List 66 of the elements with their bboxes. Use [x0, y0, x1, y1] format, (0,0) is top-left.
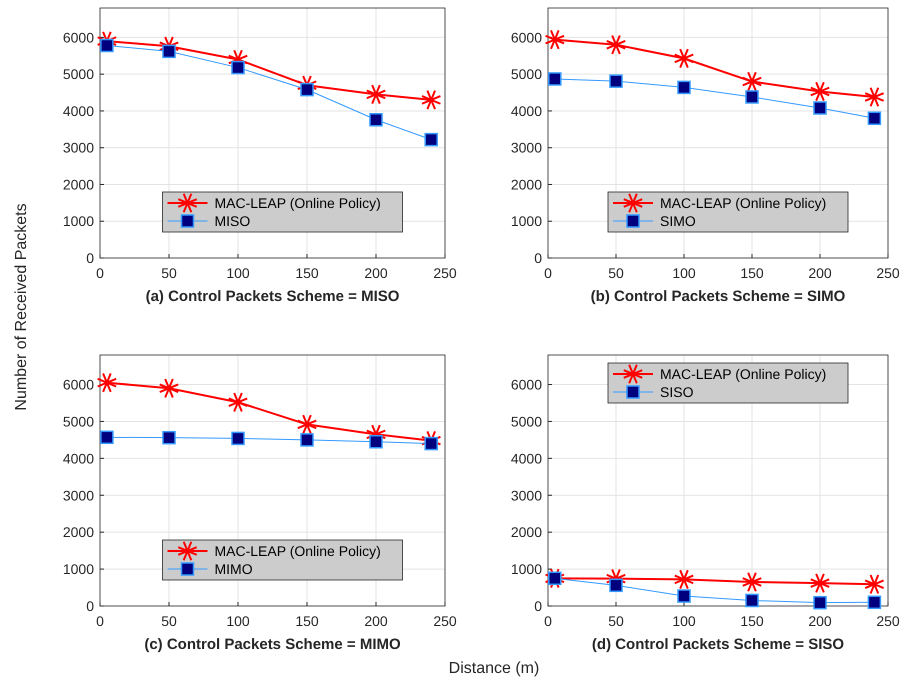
- y-tick-label: 5000: [510, 413, 542, 430]
- x-tick-label: 50: [608, 613, 624, 629]
- x-tick-label: 150: [740, 265, 764, 281]
- x-tick-label: 200: [808, 613, 832, 629]
- legend-label: MAC-LEAP (Online Policy): [660, 195, 826, 211]
- y-tick-label: 0: [86, 598, 94, 614]
- legend-label: MAC-LEAP (Online Policy): [660, 366, 826, 382]
- y-tick-label: 3000: [62, 487, 94, 504]
- y-tick-label: 2000: [510, 524, 542, 540]
- y-tick-label: 4000: [62, 102, 94, 119]
- y-tick-label: 1000: [62, 561, 94, 578]
- x-tick-label: 200: [808, 265, 832, 281]
- x-tick-label: 150: [295, 613, 319, 629]
- y-tick-label: 5000: [510, 66, 542, 82]
- legend-label: MISO: [214, 213, 250, 229]
- x-tick-label: 100: [672, 265, 696, 281]
- x-tick-label: 50: [608, 265, 624, 281]
- x-tick-label: 50: [161, 613, 177, 629]
- text: (d) Control Packets Scheme = SISO: [592, 636, 844, 653]
- x-tick-label: 0: [96, 613, 104, 629]
- text: (a) Control Packets Scheme = MISO: [146, 288, 400, 305]
- legend-label: MIMO: [214, 561, 253, 577]
- x-tick-label: 200: [364, 265, 388, 281]
- text: (c) Control Packets Scheme = MIMO: [144, 636, 401, 653]
- y-tick-label: 1000: [62, 213, 94, 230]
- x-tick-label: 250: [433, 613, 457, 629]
- x-tick-label: 150: [740, 613, 764, 629]
- y-tick-label: 3000: [62, 140, 94, 156]
- y-axis-title: Number of Received Packets: [13, 203, 30, 411]
- x-tick-label: 0: [96, 265, 104, 281]
- legend-label: SISO: [660, 384, 694, 400]
- legend-label: MAC-LEAP (Online Policy): [214, 543, 381, 559]
- y-tick-label: 1000: [510, 561, 542, 578]
- y-tick-label: 6000: [62, 376, 94, 393]
- x-tick-label: 50: [161, 265, 177, 281]
- x-tick-label: 250: [876, 613, 900, 629]
- y-tick-label: 0: [534, 598, 542, 614]
- y-tick-label: 6000: [510, 376, 542, 393]
- x-tick-label: 100: [226, 265, 250, 281]
- y-tick-label: 2000: [62, 176, 94, 192]
- x-tick-label: 0: [544, 265, 552, 281]
- x-tick-label: 200: [364, 613, 388, 629]
- y-tick-label: 4000: [510, 102, 542, 119]
- y-tick-label: 5000: [62, 66, 94, 82]
- y-tick-label: 5000: [62, 413, 94, 430]
- y-tick-label: 3000: [510, 140, 542, 156]
- x-tick-label: 0: [544, 613, 552, 629]
- y-tick-label: 0: [534, 250, 542, 266]
- x-axis-title: Distance (m): [448, 660, 540, 677]
- x-tick-label: 250: [876, 265, 900, 281]
- x-tick-label: 250: [433, 265, 457, 281]
- y-tick-label: 4000: [510, 450, 542, 466]
- y-tick-label: 6000: [62, 29, 94, 46]
- y-tick-label: 2000: [62, 524, 94, 540]
- legend-label: MAC-LEAP (Online Policy): [214, 195, 381, 211]
- y-tick-label: 0: [86, 250, 94, 266]
- x-tick-label: 100: [672, 613, 696, 629]
- x-tick-label: 100: [226, 613, 250, 629]
- y-tick-label: 2000: [510, 176, 542, 192]
- text: (b) Control Packets Scheme = SIMO: [590, 288, 846, 305]
- y-tick-label: 6000: [510, 29, 542, 46]
- y-tick-label: 3000: [510, 487, 542, 504]
- legend-label: SIMO: [660, 213, 696, 229]
- x-tick-label: 150: [295, 265, 319, 281]
- y-tick-label: 1000: [510, 213, 542, 230]
- y-tick-label: 4000: [62, 450, 94, 466]
